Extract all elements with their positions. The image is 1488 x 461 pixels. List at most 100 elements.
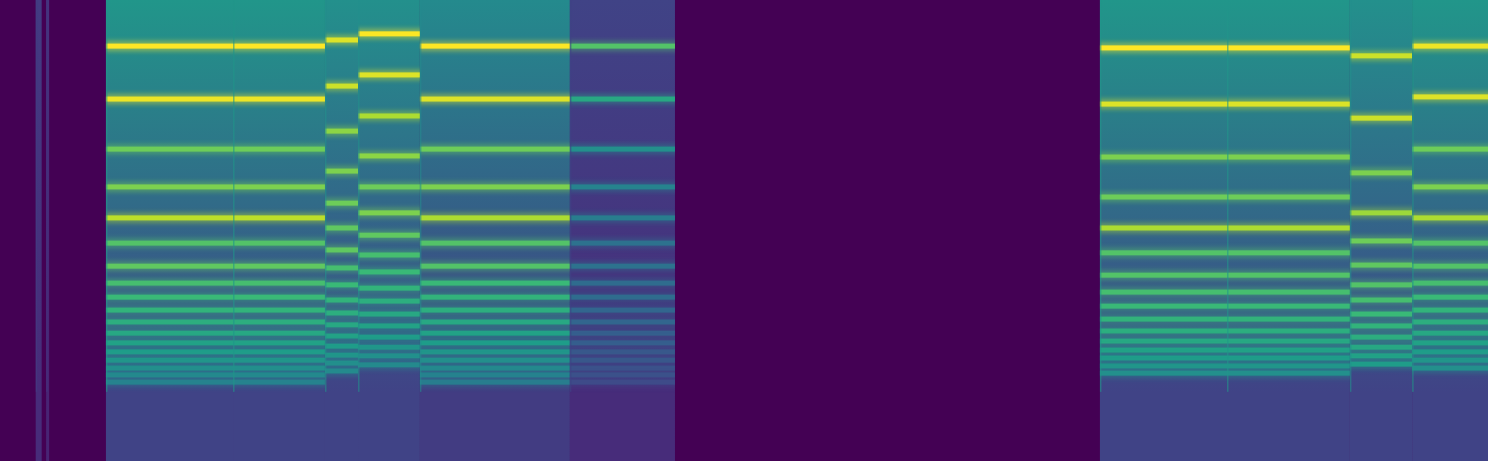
harmonic [570,366,675,371]
harmonic [1412,215,1488,220]
harmonic [420,319,570,324]
harmonic [233,264,325,269]
harmonic-glow [1227,336,1350,346]
harmonic [570,308,675,313]
harmonic [325,225,358,230]
harmonic-glow [358,342,420,352]
harmonic-glow [420,328,570,338]
harmonic [233,319,325,324]
harmonic-glow [1227,248,1350,258]
harmonic-glow [358,283,420,293]
note-noise [570,0,675,461]
harmonic [233,241,325,246]
harmonic [325,310,358,315]
harmonic-glow [1350,295,1412,305]
harmonic-glow [1412,292,1488,302]
harmonic [1227,45,1350,50]
harmonic [420,241,570,246]
harmonic [420,380,570,385]
harmonic [106,380,233,385]
harmonic [1412,94,1488,99]
harmonic [106,340,233,345]
harmonic [325,169,358,174]
harmonic-glow [420,338,570,348]
harmonic-glow [106,305,233,315]
harmonic [106,331,233,336]
harmonic-glow [1412,213,1488,223]
harmonic [358,323,420,328]
harmonic-glow [1227,152,1350,162]
harmonic-glow [1350,359,1412,369]
harmonic-glow [1350,113,1412,123]
onset [1100,0,1102,392]
harmonic-glow [233,305,325,315]
harmonic [420,215,570,220]
harmonic [1227,195,1350,200]
harmonic-glow [358,321,420,331]
harmonic-glow [325,126,358,136]
harmonic [1412,340,1488,345]
harmonic [106,215,233,220]
harmonic [570,331,675,336]
harmonic-glow [570,261,675,271]
harmonic-glow [358,182,420,192]
harmonic [358,335,420,340]
harmonic-glow [1412,363,1488,373]
harmonic-glow [570,377,675,387]
harmonic-glow [106,213,233,223]
harmonic [1100,328,1227,333]
harmonic [325,282,358,287]
harmonic [1350,116,1412,121]
harmonic [1412,241,1488,246]
harmonic [1100,290,1227,295]
harmonic-glow [358,296,420,306]
note-noise [106,0,233,461]
harmonic-glow [325,166,358,176]
harmonic [1227,102,1350,107]
harmonic [325,84,358,89]
harmonic-glow [420,278,570,288]
harmonic [233,97,325,102]
harmonic-glow [106,278,233,288]
harmonic-glow [1412,144,1488,154]
harmonic-glow [233,182,325,192]
harmonic [1100,355,1227,360]
harmonic [1227,363,1350,368]
harmonic-glow [570,292,675,302]
harmonic [106,264,233,269]
harmonic [233,44,325,49]
harmonic [233,366,325,371]
harmonic-glow [325,280,358,290]
harmonic [1227,304,1350,309]
harmonic [570,147,675,152]
harmonic-glow [1350,208,1412,218]
harmonic [570,184,675,189]
harmonic [570,340,675,345]
harmonic [1227,371,1350,376]
harmonic-glow [358,151,420,161]
harmonic-glow [106,238,233,248]
harmonic-glow [1350,236,1412,246]
harmonic-glow [233,94,325,104]
harmonic-glow [233,317,325,327]
harmonic-glow [325,308,358,318]
harmonic [325,353,358,358]
harmonic-glow [1412,305,1488,315]
harmonic [570,295,675,300]
harmonic-glow [358,351,420,361]
harmonic [106,295,233,300]
harmonic [106,372,233,377]
harmonic [325,37,358,42]
onset [420,0,422,392]
harmonic-glow [358,250,420,260]
harmonic [1100,45,1227,50]
harmonic [1227,348,1350,353]
harmonic-glow [570,328,675,338]
harmonic [325,265,358,270]
harmonic [106,349,233,354]
harmonic [1412,295,1488,300]
harmonic-glow [570,305,675,315]
harmonic [233,331,325,336]
note-noise [1350,0,1412,461]
harmonic-glow [1350,342,1412,352]
